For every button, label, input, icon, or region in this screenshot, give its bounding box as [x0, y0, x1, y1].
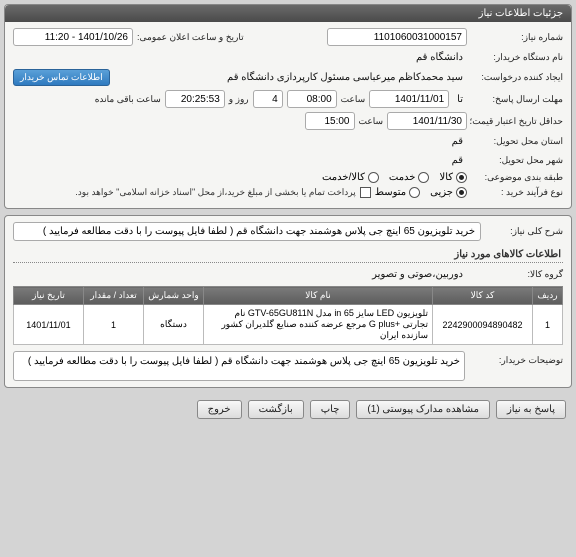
- attachments-button[interactable]: مشاهده مدارک پیوستی (1): [356, 400, 490, 419]
- form-body: شماره نیاز: 1101060031000157 تاریخ و ساع…: [5, 22, 571, 208]
- pub-date-label: تاریخ و ساعت اعلان عمومی:: [137, 32, 244, 43]
- buyer-org-label: نام دستگاه خریدار:: [471, 52, 563, 63]
- desc-title-value: خرید تلویزیون 65 اینچ جی پلاس هوشمند جهت…: [13, 222, 481, 241]
- days-value: 4: [253, 90, 283, 108]
- details-panel: جزئیات اطلاعات نیاز شماره نیاز: 11010600…: [4, 4, 572, 209]
- buytype-radio-group: جزیی متوسط: [375, 187, 467, 198]
- desc-title-label: شرح کلی نیاز:: [485, 226, 563, 237]
- days-label: روز و: [229, 94, 249, 105]
- send-reply-value: تا: [453, 92, 467, 107]
- panel-title: جزئیات اطلاعات نیاز: [5, 5, 571, 22]
- radio-icon: [368, 172, 379, 183]
- remain-time: 20:25:53: [165, 90, 225, 108]
- radio-khedmat-label: خدمت: [389, 172, 416, 183]
- buyer-org-value: دانشگاه قم: [412, 50, 467, 65]
- th-unit: واحد شمارش: [144, 287, 204, 305]
- buytype-label: نوع فرآیند خرید :: [471, 187, 563, 198]
- time-label-2: ساعت: [359, 116, 384, 127]
- radio-icon: [456, 187, 467, 198]
- cell-qty: 1: [84, 305, 144, 345]
- radio-icon: [409, 187, 420, 198]
- radio-jozi[interactable]: جزیی: [430, 187, 467, 198]
- province-value: قم: [448, 134, 467, 149]
- table-header-row: ردیف کد کالا نام کالا واحد شمارش تعداد /…: [14, 287, 563, 305]
- need-no-label: شماره نیاز:: [471, 32, 563, 43]
- print-button[interactable]: چاپ: [310, 400, 351, 419]
- pub-date-value: 1401/10/26 - 11:20: [13, 28, 133, 46]
- group-label: گروه کالا:: [471, 269, 563, 280]
- remain-label: ساعت باقی مانده: [95, 94, 161, 105]
- radio-khedmat[interactable]: خدمت: [389, 172, 430, 183]
- radio-motevaset[interactable]: متوسط: [375, 187, 420, 198]
- treasury-checkbox[interactable]: [360, 187, 371, 198]
- deadline-time: 08:00: [287, 90, 337, 108]
- cell-date: 1401/11/01: [14, 305, 84, 345]
- th-name: نام کالا: [204, 287, 433, 305]
- deadline-date: 1401/11/01: [369, 90, 449, 108]
- cell-idx: 1: [533, 305, 563, 345]
- th-date: تاریخ نیاز: [14, 287, 84, 305]
- th-code: کد کالا: [433, 287, 533, 305]
- cell-code: 2242900094890482: [433, 305, 533, 345]
- description-panel: شرح کلی نیاز: خرید تلویزیون 65 اینچ جی پ…: [4, 215, 572, 388]
- city-value: قم: [448, 153, 467, 168]
- credit-label: حداقل تاریخ اعتبار قیمت؛ تا تاریخ:: [471, 116, 563, 127]
- province-label: استان محل تحویل:: [471, 136, 563, 147]
- radio-jozi-label: جزیی: [430, 187, 453, 198]
- table-row: 1 2242900094890482 تلویزیون LED سایز in …: [14, 305, 563, 345]
- th-qty: تعداد / مقدار: [84, 287, 144, 305]
- radio-motevaset-label: متوسط: [375, 187, 406, 198]
- radio-kalakhadmat-label: کالا/خدمت: [322, 172, 365, 183]
- need-no-value: 1101060031000157: [327, 28, 467, 46]
- radio-kala-label: کالا: [439, 172, 453, 183]
- category-label: طبقه بندی موضوعی:: [471, 172, 563, 183]
- footer-buttons: پاسخ به نیاز مشاهده مدارک پیوستی (1) چاپ…: [4, 394, 572, 425]
- buyer-note-label: توضیحات خریدار:: [471, 351, 563, 366]
- credit-time: 15:00: [305, 112, 355, 130]
- cell-name: تلویزیون LED سایز in 65 مدل GTV-65GU811N…: [204, 305, 433, 345]
- requester-value: سید محمدکاظم میرعباسی مسئول کارپردازی دا…: [114, 70, 467, 85]
- treasury-note: پرداخت تمام یا بخشی از مبلغ خرید،از محل …: [75, 187, 355, 198]
- group-value: دوربین،صوتی و تصویر: [368, 267, 467, 282]
- th-idx: ردیف: [533, 287, 563, 305]
- back-button[interactable]: بازگشت: [248, 400, 304, 419]
- goods-section-title: اطلاعات کالاهای مورد نیاز: [13, 245, 563, 263]
- reply-button[interactable]: پاسخ به نیاز: [496, 400, 566, 419]
- send-reply-label: مهلت ارسال پاسخ:: [471, 94, 563, 105]
- category-radio-group: کالا خدمت کالا/خدمت: [322, 172, 467, 183]
- city-label: شهر محل تحویل:: [471, 155, 563, 166]
- cell-unit: دستگاه: [144, 305, 204, 345]
- buyer-note-value: خرید تلویزیون 65 اینچ جی پلاس هوشمند جهت…: [13, 351, 465, 381]
- credit-date: 1401/11/30: [387, 112, 467, 130]
- time-label-1: ساعت: [341, 94, 366, 105]
- radio-kala[interactable]: کالا: [439, 172, 467, 183]
- radio-kalakhadmat[interactable]: کالا/خدمت: [322, 172, 379, 183]
- radio-icon: [456, 172, 467, 183]
- radio-icon: [418, 172, 429, 183]
- requester-label: ایجاد کننده درخواست:: [471, 72, 563, 83]
- contact-info-button[interactable]: اطلاعات تماس خریدار: [13, 69, 110, 86]
- goods-table: ردیف کد کالا نام کالا واحد شمارش تعداد /…: [13, 286, 563, 345]
- exit-button[interactable]: خروج: [197, 400, 242, 419]
